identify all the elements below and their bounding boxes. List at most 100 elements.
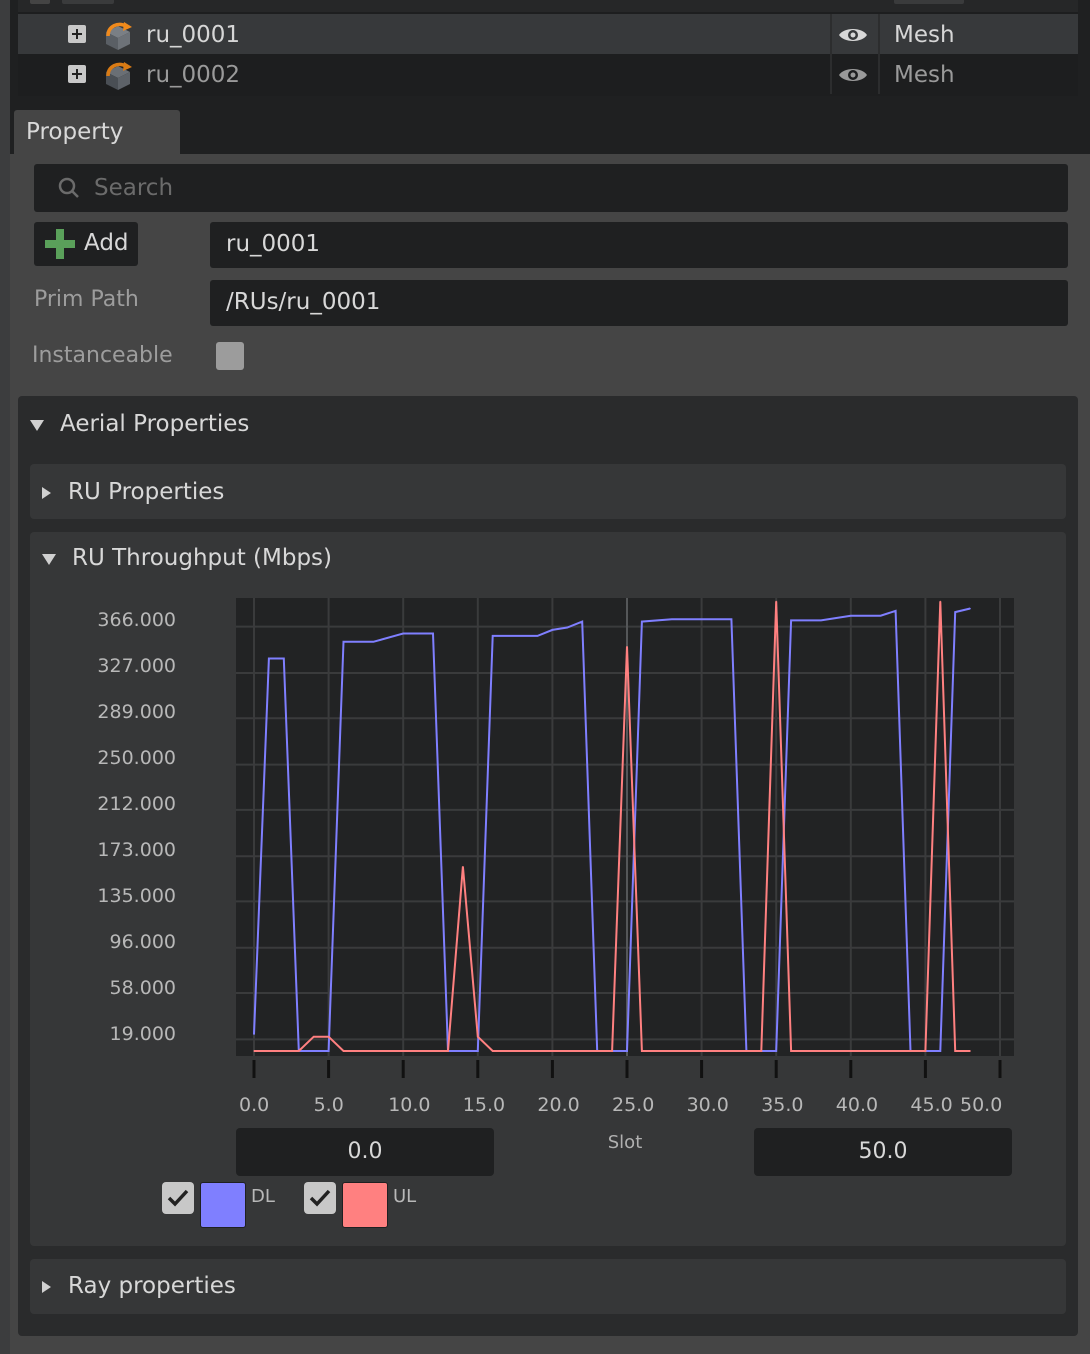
data-point-dl	[268, 657, 270, 660]
expand-arrow-icon[interactable]	[42, 487, 51, 499]
slot-axis-label: Slot	[607, 1132, 643, 1153]
visibility-eye-icon[interactable]	[838, 26, 868, 44]
data-point-ul	[969, 1050, 971, 1052]
panel-left-edge	[0, 0, 10, 1354]
range-min-field[interactable]: 0.0	[236, 1128, 494, 1176]
collapse-arrow-icon[interactable]	[42, 554, 56, 565]
ul-color-swatch[interactable]	[342, 1182, 388, 1228]
property-tabbar	[10, 100, 1090, 156]
x-tick-label: 45.0	[910, 1094, 953, 1116]
data-point-dl	[372, 641, 374, 643]
data-point-ul	[924, 1050, 927, 1052]
data-point-dl	[342, 641, 345, 643]
ray-properties-header[interactable]: Ray properties	[68, 1273, 236, 1299]
x-tick-label: 5.0	[313, 1094, 344, 1116]
data-point-dl	[492, 635, 494, 637]
data-point-ul	[492, 1050, 494, 1052]
data-point-ul	[611, 1050, 613, 1052]
prim-path-label: Prim Path	[34, 287, 139, 312]
data-point-ul	[775, 600, 777, 603]
x-tick-label: 0.0	[239, 1094, 270, 1116]
ru-properties-frame[interactable]	[30, 464, 1066, 519]
data-point-dl	[895, 610, 897, 612]
collapse-arrow-icon[interactable]	[30, 420, 44, 431]
dl-visibility-checkbox[interactable]	[162, 1182, 194, 1214]
y-tick-label: 96.000	[109, 931, 176, 953]
instanceable-label: Instanceable	[32, 343, 173, 368]
ru-throughput-header[interactable]: RU Throughput (Mbps)	[72, 545, 333, 571]
data-point-ul	[939, 600, 941, 603]
data-point-ul	[790, 1050, 792, 1052]
data-point-dl	[328, 1050, 330, 1052]
expand-icon[interactable]	[68, 25, 86, 43]
prim-path-value: /RUs/ru_0001	[226, 289, 381, 315]
x-tick-label: 50.0	[960, 1094, 1003, 1116]
tree-header-clipped	[18, 0, 1078, 12]
search-input[interactable]: Search	[34, 164, 1068, 212]
add-label: Add	[84, 230, 129, 256]
data-point-dl	[477, 1050, 479, 1052]
data-point-ul	[760, 1050, 762, 1052]
ul-legend-label: UL	[393, 1186, 417, 1207]
prim-path-field[interactable]: /RUs/ru_0001	[210, 280, 1068, 326]
search-icon	[58, 177, 79, 198]
aerial-properties-header[interactable]: Aerial Properties	[60, 411, 250, 437]
visibility-eye-icon[interactable]	[838, 66, 868, 84]
data-point-ul	[447, 1050, 449, 1052]
data-point-ul	[477, 1036, 479, 1038]
prim-name-field[interactable]: ru_0001	[210, 222, 1068, 268]
expand-arrow-icon[interactable]	[42, 1281, 51, 1293]
data-point-ul	[298, 1050, 300, 1052]
data-point-ul	[253, 1050, 255, 1052]
prim-cube-icon	[106, 62, 132, 90]
tab-property[interactable]: Property	[14, 110, 180, 156]
data-point-dl	[432, 632, 434, 635]
search-placeholder: Search	[94, 175, 174, 201]
data-point-dl	[551, 629, 554, 631]
x-tick-label: 40.0	[835, 1094, 879, 1116]
prim-type: Mesh	[894, 62, 955, 88]
tree-row-ru-0001[interactable]: ru_0001 Mesh	[18, 14, 1078, 54]
data-point-dl	[850, 615, 852, 617]
data-point-ul	[342, 1050, 345, 1052]
x-tick-label: 35.0	[761, 1094, 804, 1116]
plus-icon	[45, 229, 75, 259]
range-max-field[interactable]: 50.0	[754, 1128, 1012, 1176]
prim-name-value: ru_0001	[226, 231, 321, 257]
data-point-dl	[253, 1033, 255, 1035]
ru-properties-header[interactable]: RU Properties	[68, 479, 225, 505]
ul-visibility-checkbox[interactable]	[304, 1182, 336, 1214]
y-tick-label: 135.000	[97, 885, 176, 907]
x-tick-label: 15.0	[462, 1094, 506, 1116]
y-tick-label: 250.000	[97, 747, 176, 769]
dl-legend-label: DL	[251, 1186, 275, 1207]
data-point-ul	[954, 1050, 956, 1052]
add-button[interactable]: Add	[34, 222, 138, 266]
x-tick-label: 10.0	[388, 1094, 431, 1116]
prim-cube-icon	[106, 22, 132, 50]
instanceable-checkbox[interactable]	[216, 342, 244, 370]
data-point-ul	[626, 646, 628, 648]
x-tick-label: 20.0	[537, 1094, 580, 1116]
ray-properties-frame[interactable]	[30, 1259, 1066, 1314]
data-point-dl	[730, 618, 733, 620]
prim-type: Mesh	[894, 22, 955, 48]
tree-row-ru-0002[interactable]: ru_0002 Mesh	[18, 54, 1078, 94]
stage-tree: ru_0001 Mesh ru_0002 Mesh	[18, 12, 1078, 96]
y-tick-label: 366.000	[97, 609, 176, 631]
data-point-dl	[775, 1050, 777, 1052]
check-icon	[167, 1189, 189, 1207]
y-tick-label: 173.000	[97, 839, 176, 861]
y-tick-label: 58.000	[109, 977, 176, 999]
data-point-dl	[880, 615, 882, 617]
dl-color-swatch[interactable]	[200, 1182, 246, 1228]
expand-icon[interactable]	[68, 65, 86, 83]
prim-name: ru_0002	[146, 62, 241, 88]
range-max-value: 50.0	[858, 1139, 908, 1164]
y-tick-label: 19.000	[109, 1023, 176, 1045]
series-line-ul	[254, 601, 971, 1052]
data-point-dl	[581, 621, 583, 623]
data-point-dl	[626, 1050, 628, 1052]
data-point-dl	[566, 626, 568, 629]
